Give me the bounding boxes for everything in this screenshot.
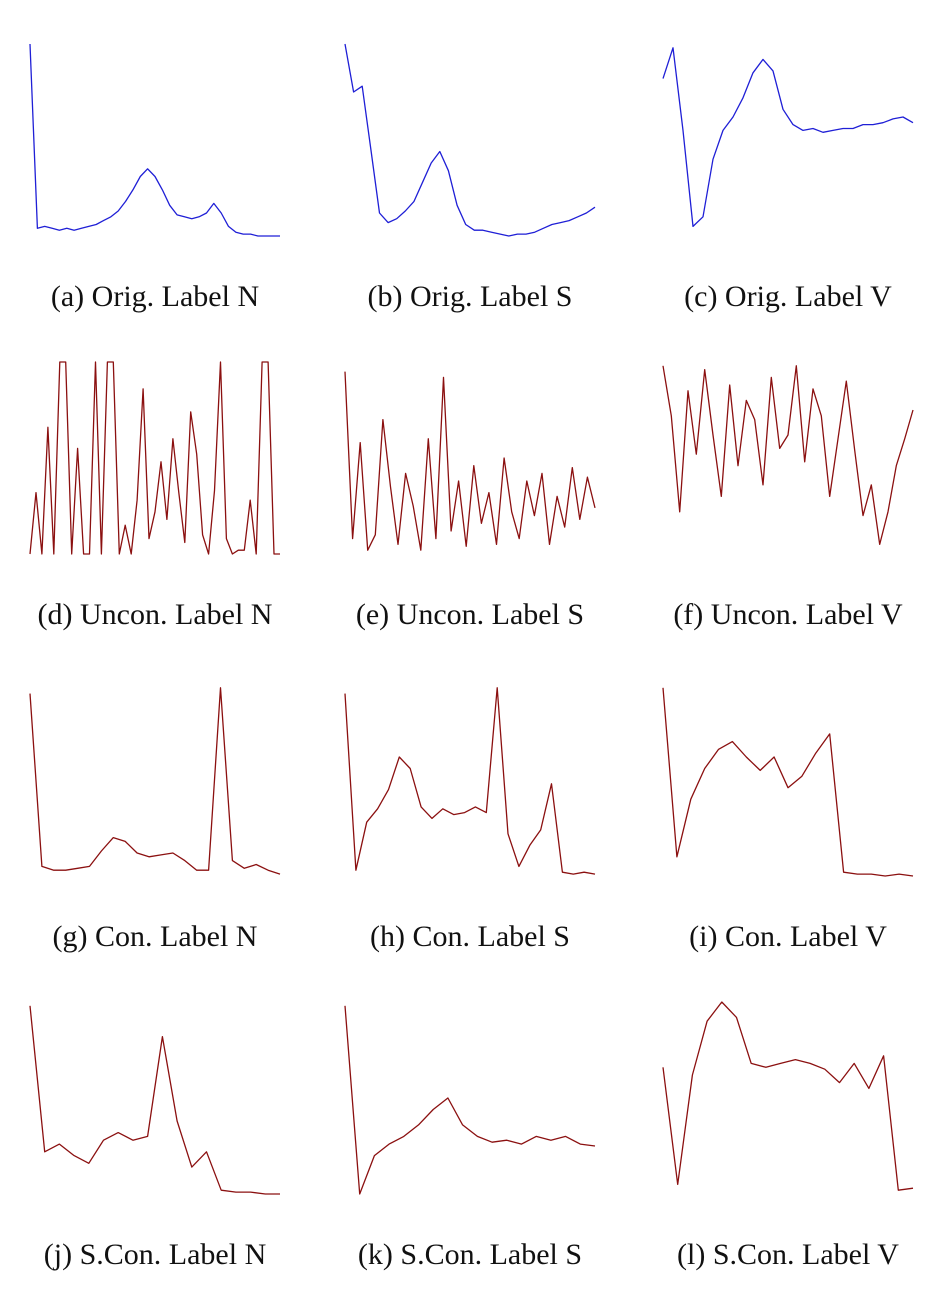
waveform-line xyxy=(662,47,914,228)
plot-l xyxy=(662,1001,914,1191)
caption-d: (d) Uncon. Label N xyxy=(37,598,273,631)
plot-f xyxy=(662,365,914,546)
waveform-line xyxy=(29,1005,280,1195)
caption-i: (i) Con. Label V xyxy=(689,920,887,953)
caption-h: (h) Con. Label S xyxy=(370,920,570,953)
waveform-line xyxy=(29,687,281,875)
waveform-line xyxy=(344,371,596,551)
waveform-line xyxy=(29,361,280,555)
caption-f: (f) Uncon. Label V xyxy=(673,598,903,631)
plot-a xyxy=(29,43,280,237)
waveform-line xyxy=(662,687,914,877)
caption-l: (l) S.Con. Label V xyxy=(677,1238,899,1271)
plot-i xyxy=(662,687,914,877)
plot-c xyxy=(662,47,914,228)
plot-g xyxy=(29,687,281,875)
waveform-line xyxy=(662,365,914,546)
caption-g: (g) Con. Label N xyxy=(52,920,258,953)
caption-b: (b) Orig. Label S xyxy=(367,280,573,313)
waveform-line xyxy=(29,43,280,237)
plot-b xyxy=(344,43,596,237)
plot-e xyxy=(344,371,596,551)
waveform-line xyxy=(344,1005,596,1195)
caption-a: (a) Orig. Label N xyxy=(50,280,260,313)
caption-j: (j) S.Con. Label N xyxy=(43,1238,267,1271)
caption-c: (c) Orig. Label V xyxy=(684,280,892,313)
plot-h xyxy=(344,687,596,875)
waveform-line xyxy=(344,687,596,875)
caption-e: (e) Uncon. Label S xyxy=(355,598,585,631)
plot-j xyxy=(29,1005,280,1195)
caption-k: (k) S.Con. Label S xyxy=(357,1238,583,1271)
waveform-line xyxy=(662,1001,914,1191)
plot-k xyxy=(344,1005,596,1195)
plot-d xyxy=(29,361,280,555)
waveform-line xyxy=(344,43,596,237)
